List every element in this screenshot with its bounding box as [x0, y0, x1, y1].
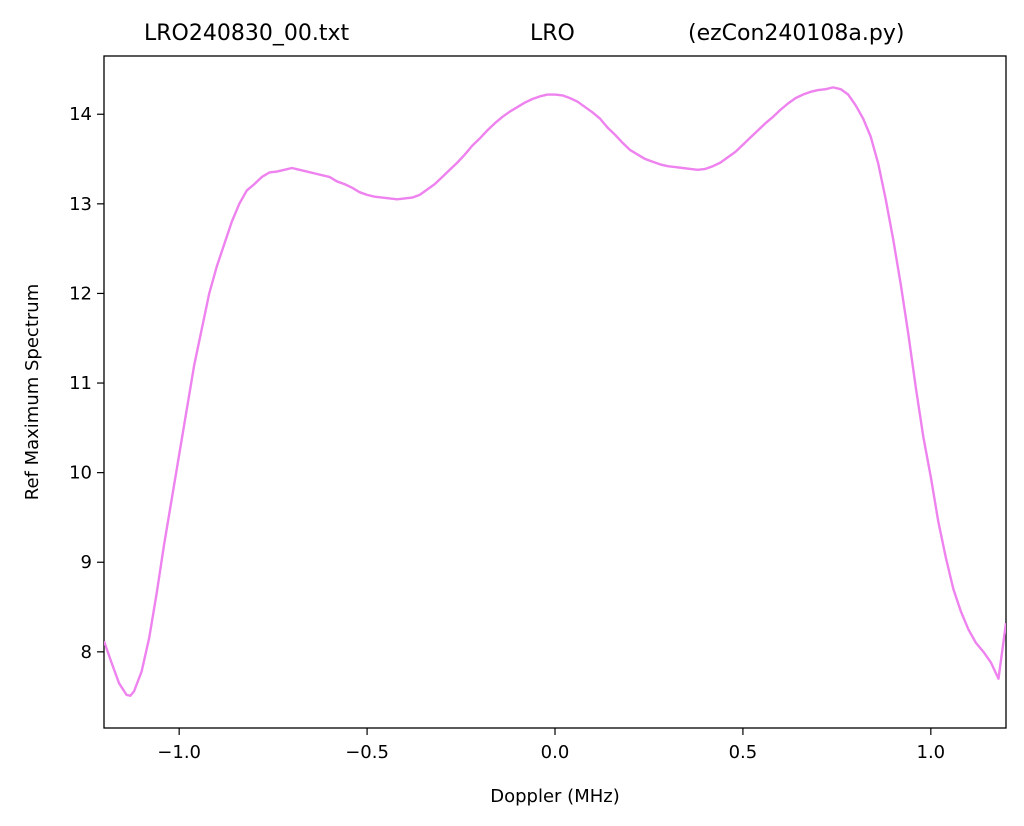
- y-tick-label: 13: [69, 194, 92, 215]
- y-tick-label: 10: [69, 463, 92, 484]
- x-tick-label: 0.5: [729, 742, 758, 763]
- x-axis: −1.0 −0.5 0.0 0.5 1.0: [157, 728, 945, 763]
- y-tick-label: 9: [81, 552, 92, 573]
- y-axis: 8 9 10 11 12 13 14: [69, 104, 104, 663]
- x-tick-label: −0.5: [345, 742, 389, 763]
- series-layer: [104, 86, 1006, 697]
- y-axis-label: Ref Maximum Spectrum: [22, 284, 43, 500]
- title-filename: LRO240830_00.txt: [144, 21, 349, 46]
- y-tick-label: 14: [69, 104, 92, 125]
- plot-frame: [103, 55, 1007, 729]
- x-tick-label: 1.0: [917, 742, 946, 763]
- y-tick-label: 12: [69, 283, 92, 304]
- x-axis-label: Doppler (MHz): [490, 786, 619, 807]
- title-script: (ezCon240108a.py): [688, 21, 904, 46]
- x-tick-label: 0.0: [541, 742, 570, 763]
- y-tick-label: 11: [69, 373, 92, 394]
- title-station: LRO: [530, 21, 575, 46]
- y-tick-label: 8: [81, 642, 92, 663]
- series-line: [104, 86, 1006, 697]
- x-tick-label: −1.0: [157, 742, 201, 763]
